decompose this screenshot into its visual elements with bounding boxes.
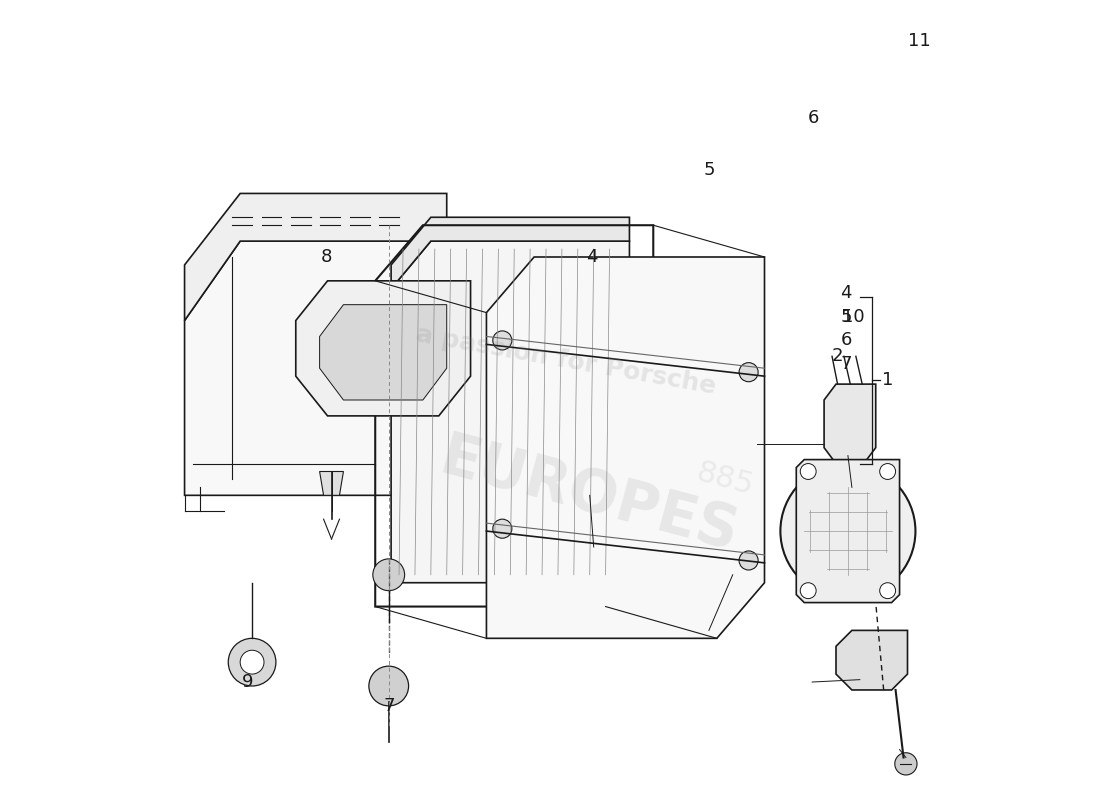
Text: 6: 6 bbox=[840, 331, 851, 350]
Circle shape bbox=[801, 582, 816, 598]
Polygon shape bbox=[796, 459, 900, 602]
Polygon shape bbox=[185, 241, 447, 495]
Circle shape bbox=[801, 463, 816, 479]
Polygon shape bbox=[320, 305, 447, 400]
Text: a passion for Porsche: a passion for Porsche bbox=[414, 322, 718, 398]
Circle shape bbox=[493, 331, 512, 350]
Text: 4: 4 bbox=[586, 248, 597, 266]
Text: 4: 4 bbox=[840, 284, 851, 302]
Text: 2: 2 bbox=[832, 347, 844, 366]
Text: 1: 1 bbox=[882, 371, 893, 389]
Text: 9: 9 bbox=[242, 673, 253, 691]
Circle shape bbox=[240, 650, 264, 674]
Polygon shape bbox=[296, 281, 471, 416]
Text: 6: 6 bbox=[808, 109, 820, 127]
Polygon shape bbox=[392, 241, 629, 582]
Text: EUROPES: EUROPES bbox=[434, 428, 745, 562]
Circle shape bbox=[373, 559, 405, 590]
Text: 8: 8 bbox=[321, 248, 332, 266]
Polygon shape bbox=[836, 630, 908, 690]
Circle shape bbox=[894, 753, 917, 775]
Polygon shape bbox=[320, 471, 343, 495]
Polygon shape bbox=[486, 257, 764, 638]
Circle shape bbox=[739, 362, 758, 382]
Circle shape bbox=[804, 487, 892, 574]
Circle shape bbox=[780, 463, 915, 598]
Circle shape bbox=[880, 463, 895, 479]
Text: 10: 10 bbox=[843, 307, 865, 326]
Circle shape bbox=[368, 666, 408, 706]
Circle shape bbox=[229, 638, 276, 686]
Text: 11: 11 bbox=[908, 32, 931, 50]
Circle shape bbox=[493, 519, 512, 538]
Polygon shape bbox=[392, 218, 629, 289]
Polygon shape bbox=[824, 384, 876, 463]
Text: 885: 885 bbox=[693, 458, 757, 501]
Text: 7: 7 bbox=[383, 697, 395, 715]
Text: 5: 5 bbox=[840, 307, 851, 326]
Circle shape bbox=[739, 551, 758, 570]
Polygon shape bbox=[185, 194, 447, 321]
Circle shape bbox=[880, 582, 895, 598]
Text: 7: 7 bbox=[840, 355, 851, 374]
Text: 5: 5 bbox=[703, 161, 715, 178]
